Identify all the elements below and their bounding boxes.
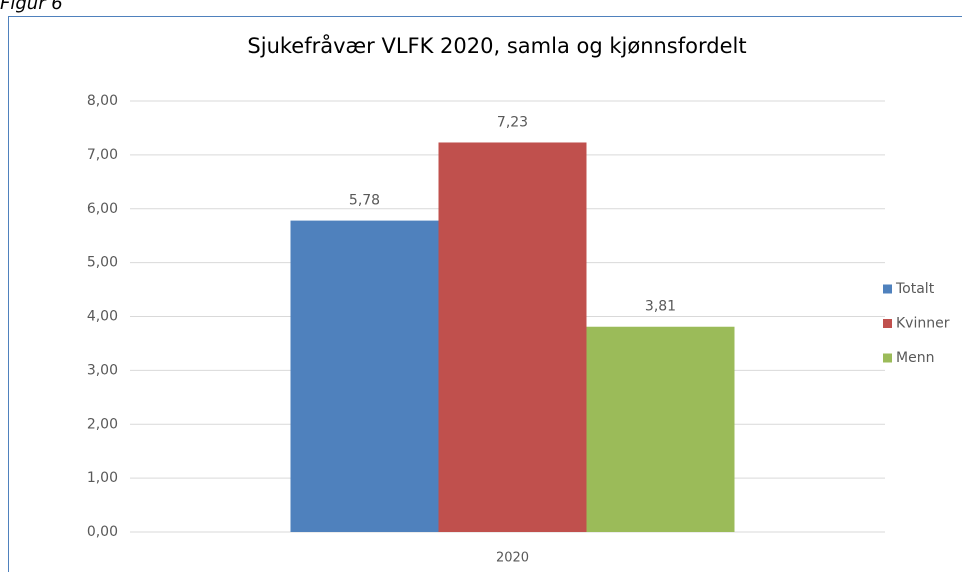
y-tick-label: 2,00 xyxy=(87,416,118,432)
value-label: 3,81 xyxy=(645,299,676,315)
legend-label: Totalt xyxy=(895,281,935,297)
y-tick-label: 1,00 xyxy=(87,470,118,486)
bar xyxy=(586,326,735,532)
y-tick-label: 6,00 xyxy=(87,201,118,217)
legend-label: Kvinner xyxy=(896,316,950,332)
x-tick-label: 2020 xyxy=(496,551,529,566)
y-tick-label: 5,00 xyxy=(87,255,118,271)
value-label: 7,23 xyxy=(497,114,528,130)
value-label: 5,78 xyxy=(349,193,380,209)
legend-label: Menn xyxy=(896,350,934,366)
legend-swatch xyxy=(883,319,892,328)
y-tick-label: 3,00 xyxy=(87,362,118,378)
caption: Figur 6 xyxy=(0,0,63,14)
y-tick-label: 4,00 xyxy=(87,309,118,325)
chart-title: Sjukefråvær VLFK 2020, samla og kjønnsfo… xyxy=(247,33,746,58)
y-tick-label: 0,00 xyxy=(87,524,118,540)
y-tick-label: 7,00 xyxy=(87,147,118,163)
legend-swatch xyxy=(883,353,892,363)
legend-swatch xyxy=(883,284,892,294)
bar xyxy=(290,220,439,533)
y-tick-label: 8,00 xyxy=(87,93,118,109)
bar xyxy=(438,142,587,532)
